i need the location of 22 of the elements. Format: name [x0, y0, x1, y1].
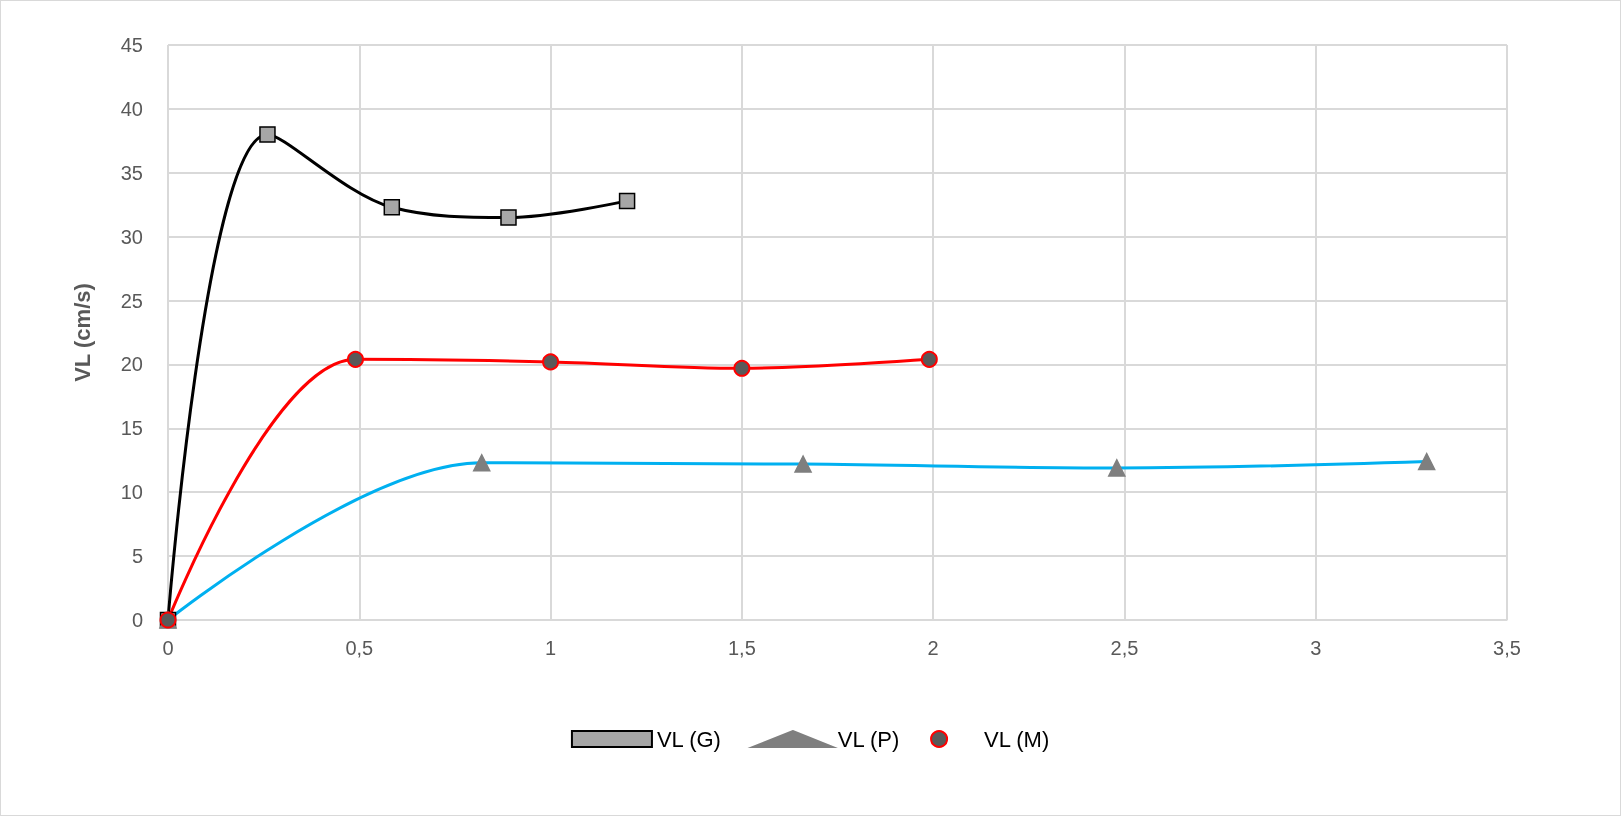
y-tick-label: 5 — [131, 545, 143, 568]
y-tick-label: 35 — [120, 161, 143, 184]
legend-label: VL (G) — [656, 726, 721, 752]
legend-label: VL (M) — [984, 726, 1050, 752]
x-tick-label: 3,5 — [1493, 637, 1521, 659]
y-tick-label: 30 — [120, 225, 143, 248]
y-tick-label: 25 — [120, 289, 143, 312]
y-tick-label: 15 — [120, 417, 143, 440]
x-tick-label: 0 — [162, 637, 174, 659]
x-tick-label: 3 — [1310, 637, 1322, 659]
y-tick-label: 20 — [120, 353, 143, 376]
x-tick-label: 0,5 — [345, 637, 374, 659]
y-axis-title: VL (cm/s) — [69, 283, 95, 382]
y-tick-label: 0 — [131, 609, 143, 631]
x-tick-label: 2 — [927, 637, 939, 659]
x-tick-label: 1,5 — [727, 637, 756, 659]
x-tick-label: 1 — [545, 637, 557, 659]
y-tick-label: 45 — [120, 34, 143, 56]
y-tick-label: 40 — [120, 97, 143, 120]
x-tick-label: 2,5 — [1110, 637, 1139, 659]
y-tick-label: 10 — [120, 481, 143, 504]
legend-label: VL (P) — [837, 726, 900, 752]
